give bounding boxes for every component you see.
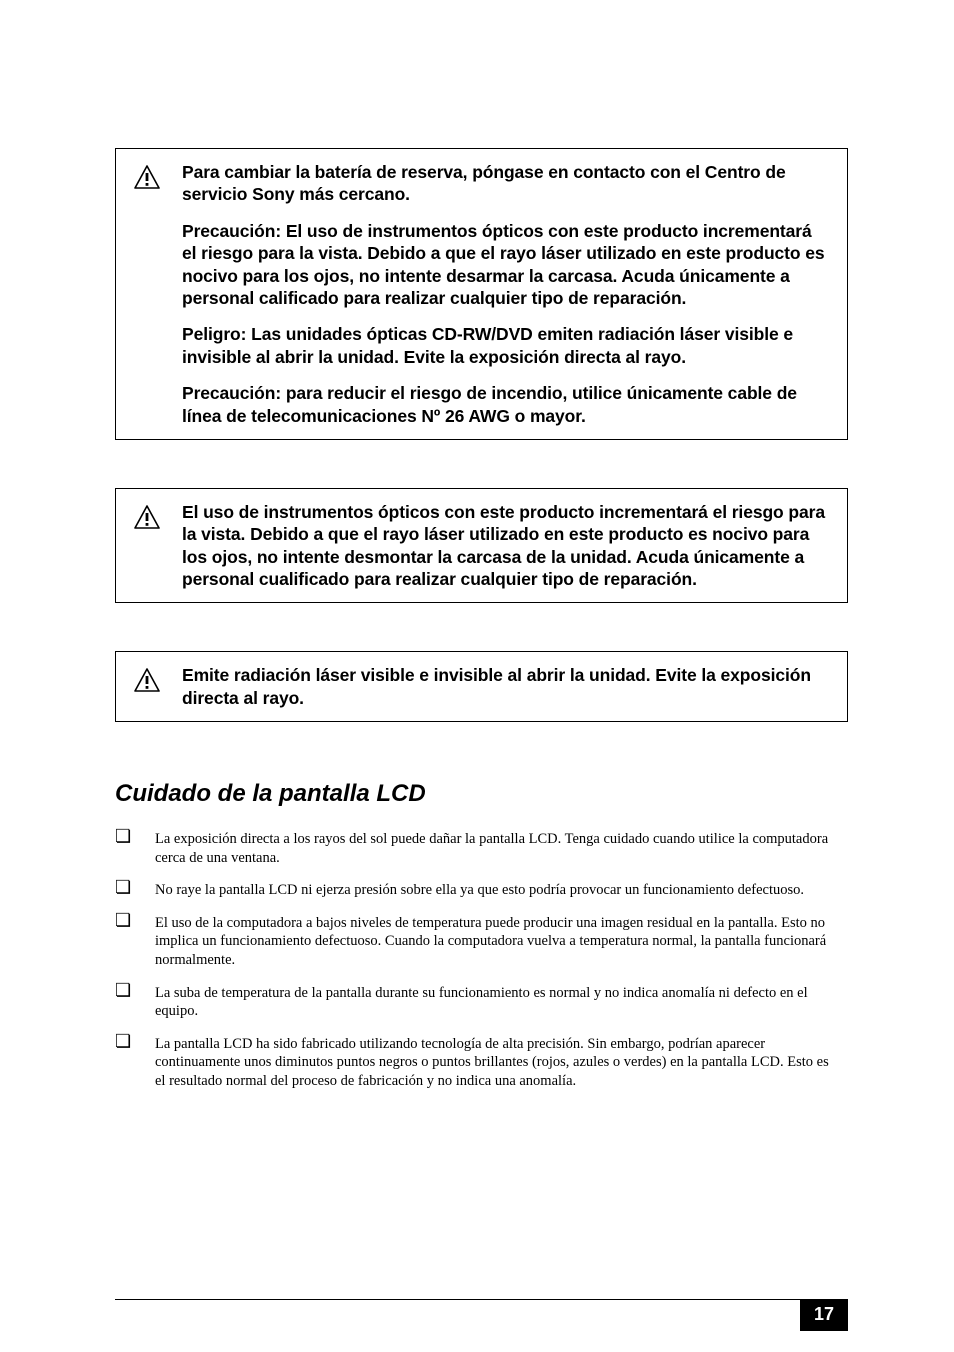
list-item-text: La suba de temperatura de la pantalla du… <box>155 985 808 1020</box>
warning-text: Peligro: Las unidades ópticas CD-RW/DVD … <box>182 323 829 368</box>
list-item-text: El uso de la computadora a bajos niveles… <box>155 915 826 968</box>
bullet-glyph-icon: ❏ <box>115 981 131 999</box>
bullet-glyph-icon: ❏ <box>115 827 131 845</box>
warning-body: Para cambiar la batería de reserva, póng… <box>182 161 829 427</box>
section-title: Cuidado de la pantalla LCD <box>115 780 848 808</box>
bullet-glyph-icon: ❏ <box>115 1032 131 1050</box>
list-item: ❏ La exposición directa a los rayos del … <box>155 830 848 867</box>
warning-triangle-icon <box>134 501 162 529</box>
bullet-glyph-icon: ❏ <box>115 911 131 929</box>
warning-text: Para cambiar la batería de reserva, póng… <box>182 161 829 206</box>
list-item: ❏ La suba de temperatura de la pantalla … <box>155 984 848 1021</box>
list-item-text: No raye la pantalla LCD ni ejerza presió… <box>155 882 804 898</box>
warning-body: El uso de instrumentos ópticos con este … <box>182 501 829 591</box>
list-item: ❏ El uso de la computadora a bajos nivel… <box>155 914 848 970</box>
list-item-text: La pantalla LCD ha sido fabricado utiliz… <box>155 1036 829 1089</box>
warning-body: Emite radiación láser visible e invisibl… <box>182 664 829 709</box>
list-item-text: La exposición directa a los rayos del so… <box>155 831 828 866</box>
warning-triangle-icon <box>134 161 162 189</box>
page-footer: 17 <box>115 1299 848 1300</box>
warning-text: Emite radiación láser visible e invisibl… <box>182 664 829 709</box>
bullet-list: ❏ La exposición directa a los rayos del … <box>115 830 848 1090</box>
warning-text: Precaución: para reducir el riesgo de in… <box>182 382 829 427</box>
warning-text: El uso de instrumentos ópticos con este … <box>182 501 829 591</box>
page-number: 17 <box>800 1299 848 1331</box>
list-item: ❏ No raye la pantalla LCD ni ejerza pres… <box>155 881 848 900</box>
warning-box: El uso de instrumentos ópticos con este … <box>115 488 848 604</box>
warning-triangle-icon <box>134 664 162 692</box>
warning-box: Emite radiación láser visible e invisibl… <box>115 651 848 722</box>
warning-text: Precaución: El uso de instrumentos óptic… <box>182 220 829 310</box>
warning-box: Para cambiar la batería de reserva, póng… <box>115 148 848 440</box>
bullet-glyph-icon: ❏ <box>115 878 131 896</box>
list-item: ❏ La pantalla LCD ha sido fabricado util… <box>155 1035 848 1091</box>
